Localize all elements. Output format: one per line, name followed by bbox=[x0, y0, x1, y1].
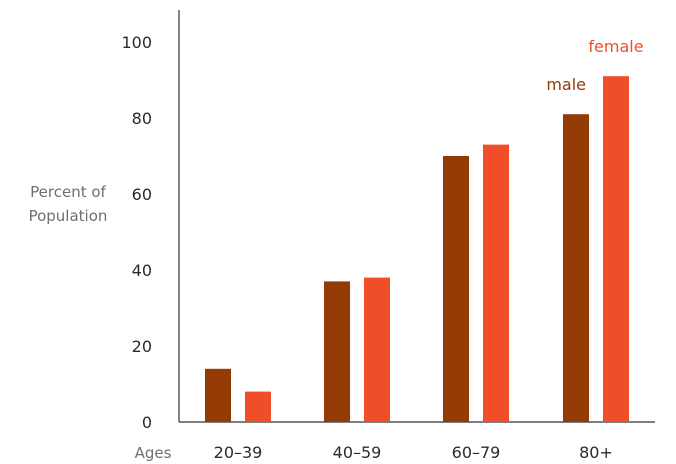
x-axis-title: Ages bbox=[135, 444, 172, 462]
x-tick-label: 80+ bbox=[579, 443, 613, 462]
x-tick-label: 20–39 bbox=[214, 443, 263, 462]
y-axis-title-line2: Population bbox=[29, 207, 108, 225]
bars bbox=[205, 76, 629, 422]
y-axis-title-line1: Percent of bbox=[30, 183, 106, 201]
x-tick-labels: 20–39 40–59 60–79 80+ bbox=[214, 443, 613, 462]
x-tick-label: 60–79 bbox=[452, 443, 501, 462]
y-tick-label: 80 bbox=[132, 109, 152, 128]
y-tick-label: 100 bbox=[121, 33, 152, 52]
bar-female-0 bbox=[245, 391, 271, 422]
bar-male-0 bbox=[205, 368, 231, 422]
legend-label-male: male bbox=[546, 75, 586, 94]
y-tick-labels: 0 20 40 60 80 100 bbox=[121, 33, 152, 432]
bar-male-2 bbox=[443, 156, 469, 422]
y-tick-label: 60 bbox=[132, 185, 152, 204]
bar-female-1 bbox=[364, 277, 390, 422]
bar-female-3 bbox=[603, 76, 629, 422]
y-tick-label: 20 bbox=[132, 337, 152, 356]
bar-female-2 bbox=[483, 144, 509, 422]
x-tick-label: 40–59 bbox=[333, 443, 382, 462]
y-tick-label: 0 bbox=[142, 413, 152, 432]
bar-male-1 bbox=[324, 281, 350, 422]
bar-male-3 bbox=[563, 114, 589, 422]
y-tick-label: 40 bbox=[132, 261, 152, 280]
legend-label-female: female bbox=[588, 37, 643, 56]
